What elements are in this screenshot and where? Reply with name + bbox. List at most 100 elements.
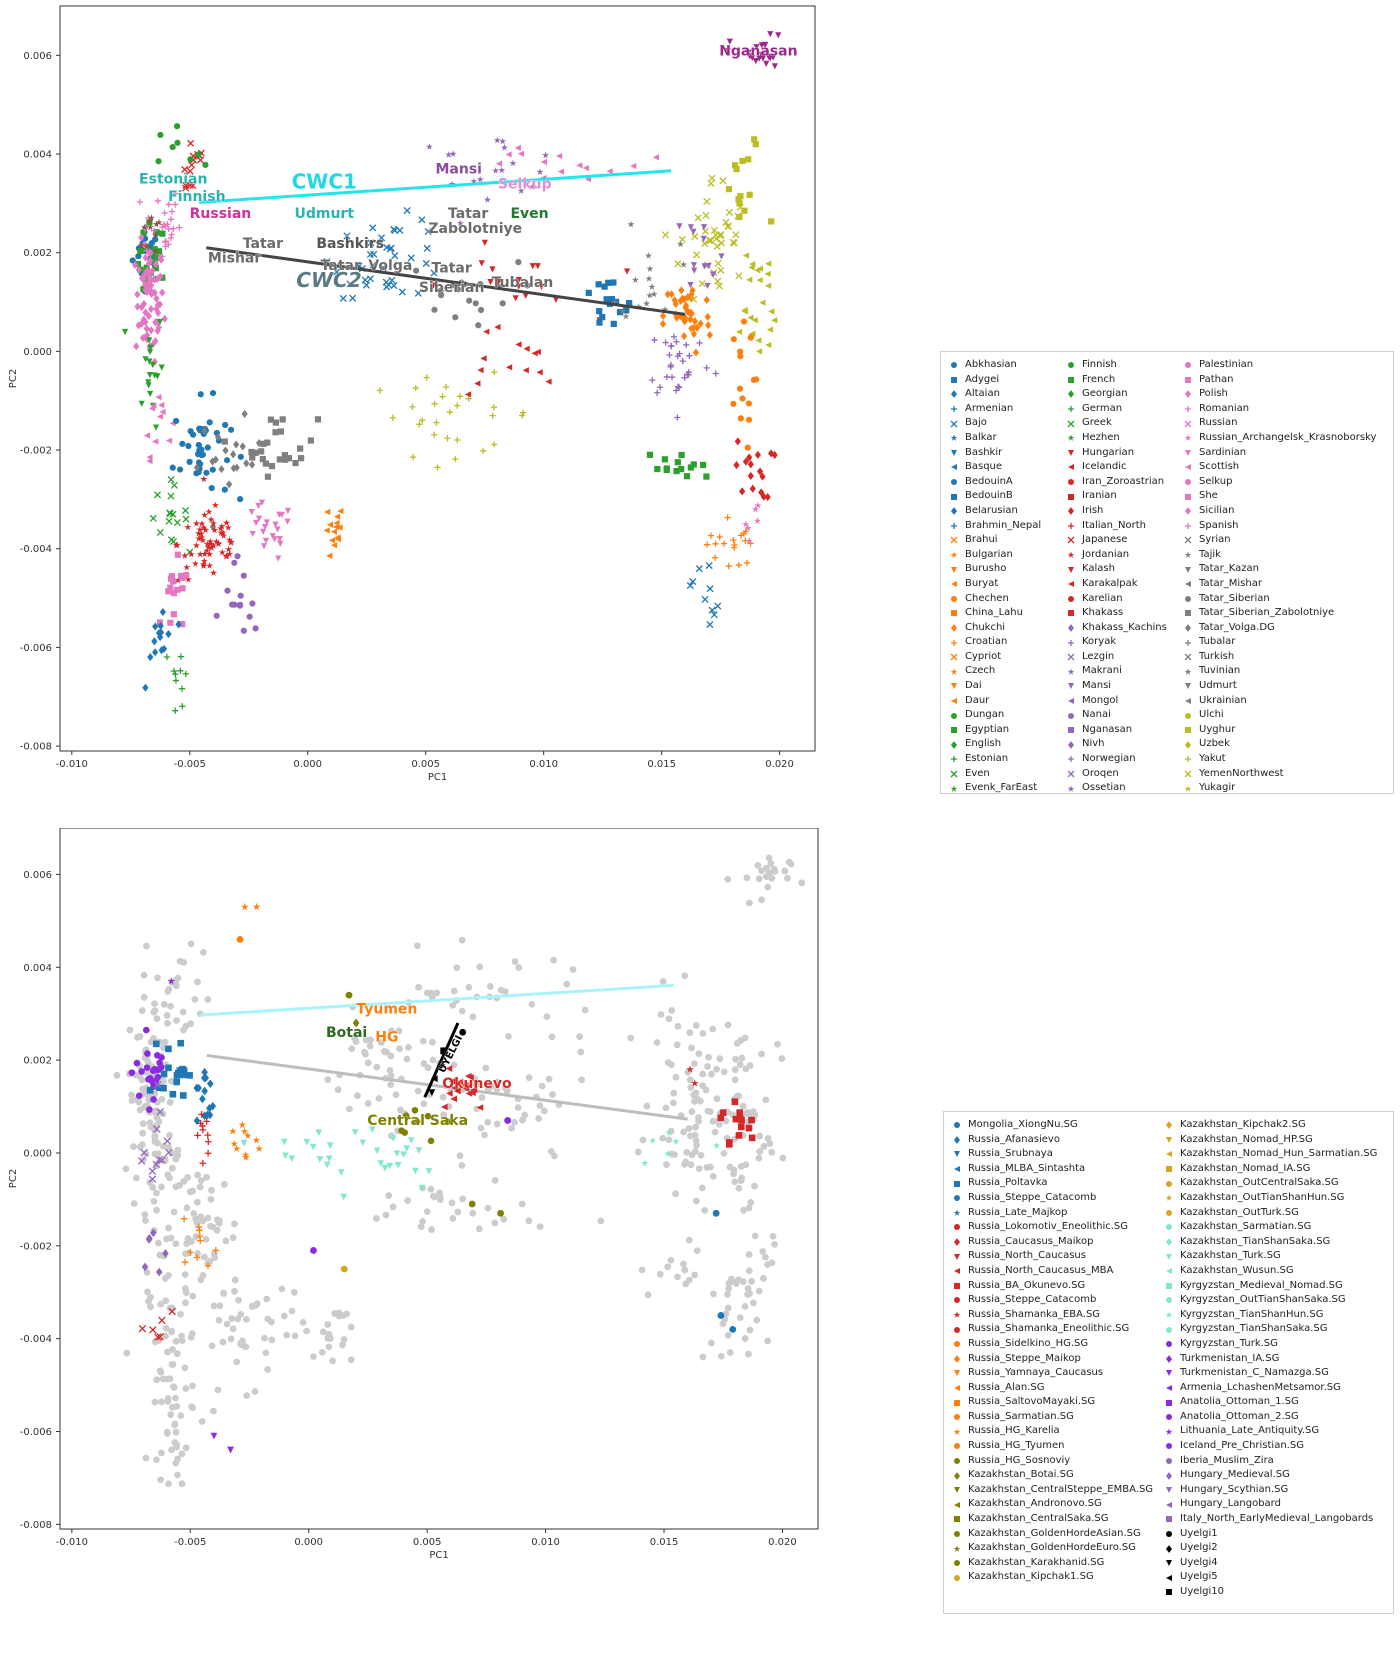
background-point bbox=[736, 1061, 744, 1068]
legend-marker-icon bbox=[1068, 449, 1074, 456]
data-point bbox=[431, 431, 438, 438]
data-point bbox=[168, 231, 175, 238]
data-point bbox=[230, 464, 237, 473]
legend-item: Kyrgyzstan_TianShanSaka.SG bbox=[1164, 1322, 1377, 1337]
background-point bbox=[725, 1285, 733, 1293]
legend-label: Armenian bbox=[965, 402, 1014, 414]
background-point bbox=[758, 896, 765, 904]
data-point bbox=[146, 337, 153, 344]
background-point bbox=[665, 1136, 673, 1144]
legend-label: Adygei bbox=[965, 373, 1000, 385]
data-point bbox=[152, 220, 160, 228]
data-point bbox=[141, 280, 149, 289]
legend-item: BedouinA bbox=[949, 475, 1041, 490]
data-point bbox=[596, 308, 603, 315]
legend-label: Mansi bbox=[1082, 680, 1112, 692]
background-point bbox=[364, 1100, 372, 1107]
background-point bbox=[204, 996, 212, 1003]
data-point bbox=[645, 252, 653, 259]
legend-marker-icon bbox=[951, 624, 957, 632]
legend-item: Uyelgi4 bbox=[1164, 1556, 1377, 1571]
data-point bbox=[495, 160, 503, 167]
legend-item: Hezhen bbox=[1066, 431, 1167, 446]
legend-label: German bbox=[1082, 402, 1123, 414]
data-point bbox=[210, 541, 217, 549]
data-point bbox=[155, 394, 162, 401]
data-point bbox=[158, 364, 165, 371]
background-point bbox=[699, 1030, 707, 1037]
sample-point bbox=[454, 1087, 461, 1095]
legend-marker bbox=[1185, 376, 1191, 383]
legend-marker bbox=[1166, 1487, 1172, 1494]
data-point bbox=[704, 282, 711, 290]
legend-item: China_Lahu bbox=[949, 606, 1041, 621]
data-point bbox=[386, 245, 394, 253]
background-point bbox=[423, 1208, 431, 1216]
legend-marker-icon bbox=[951, 362, 957, 369]
background-point bbox=[755, 875, 763, 883]
legend-label: Pathan bbox=[1199, 373, 1234, 385]
sample-point bbox=[345, 991, 353, 999]
data-point bbox=[509, 159, 517, 167]
data-point bbox=[349, 294, 357, 302]
data-point bbox=[207, 540, 215, 547]
background-point bbox=[140, 971, 148, 979]
legend-marker-icon bbox=[951, 522, 957, 529]
data-point bbox=[208, 484, 215, 492]
data-point bbox=[764, 493, 771, 502]
data-point bbox=[272, 419, 280, 426]
background-point bbox=[685, 1276, 693, 1284]
data-point bbox=[626, 300, 633, 307]
data-point bbox=[346, 280, 354, 288]
legend-label: Greek bbox=[1082, 417, 1112, 429]
legend-marker bbox=[951, 581, 957, 588]
legend-item: Russia_MLBA_Sintashta bbox=[952, 1162, 1153, 1177]
sample-point bbox=[468, 1200, 476, 1208]
legend-label: Abkhasian bbox=[965, 359, 1017, 370]
legend-label: Buryat bbox=[965, 577, 999, 589]
sample-point bbox=[204, 1262, 212, 1270]
legend-label: Romanian bbox=[1199, 402, 1250, 414]
data-point bbox=[333, 268, 341, 276]
data-point bbox=[714, 259, 722, 268]
data-point bbox=[714, 602, 722, 610]
data-point bbox=[763, 60, 770, 68]
legend-label: Norwegian bbox=[1082, 753, 1136, 765]
legend-marker-icon bbox=[1184, 536, 1192, 544]
data-point bbox=[233, 440, 240, 449]
data-point bbox=[140, 229, 147, 236]
background-point bbox=[429, 1056, 437, 1064]
legend-label: Yukagir bbox=[1199, 782, 1236, 794]
legend-item: Kalash bbox=[1066, 562, 1167, 577]
legend-marker bbox=[1166, 1501, 1172, 1508]
data-point bbox=[154, 275, 161, 284]
data-point bbox=[756, 467, 764, 476]
legend-marker-icon bbox=[1068, 376, 1074, 383]
data-point bbox=[688, 290, 695, 299]
legend-label: Karelian bbox=[1082, 592, 1123, 604]
legend-marker bbox=[1166, 1151, 1172, 1158]
background-point bbox=[168, 1164, 176, 1172]
data-point bbox=[223, 457, 231, 464]
background-point bbox=[173, 1402, 181, 1410]
legend-marker-icon bbox=[1166, 1516, 1172, 1523]
legend-marker-icon bbox=[1068, 390, 1074, 399]
data-point bbox=[248, 509, 255, 516]
legend-marker-icon bbox=[1166, 1370, 1172, 1377]
data-point bbox=[674, 260, 682, 268]
background-point bbox=[453, 964, 461, 972]
background-point bbox=[335, 1312, 343, 1320]
background-point bbox=[172, 982, 180, 990]
legend-label: Russia_Srubnaya bbox=[968, 1148, 1053, 1160]
background-point bbox=[699, 1353, 707, 1361]
data-point bbox=[706, 620, 714, 629]
legend-marker bbox=[950, 668, 958, 675]
legend-item: Abkhasian bbox=[949, 358, 1041, 373]
data-point bbox=[181, 552, 189, 559]
data-point bbox=[403, 206, 411, 215]
background-point bbox=[638, 1266, 646, 1274]
legend-label: Kazakhstan_GoldenHordeEuro.SG bbox=[968, 1542, 1136, 1554]
sample-point bbox=[413, 1118, 421, 1125]
sample-point bbox=[153, 1125, 161, 1133]
legend-marker-icon bbox=[1067, 434, 1075, 442]
